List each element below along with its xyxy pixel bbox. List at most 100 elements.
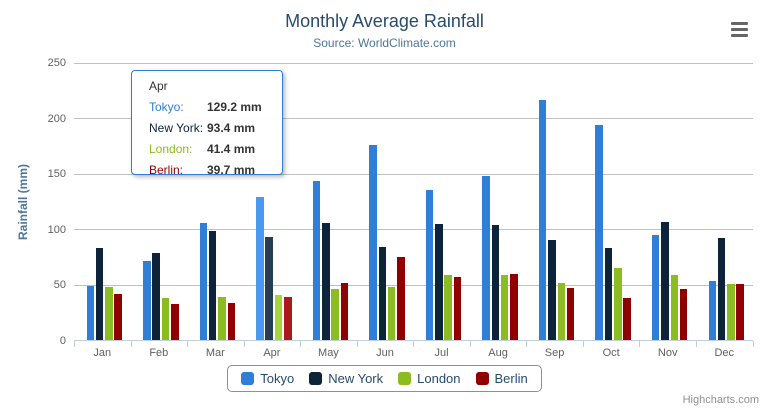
legend-box: Tokyo New York London Berlin	[227, 365, 542, 392]
hamburger-menu-icon	[731, 27, 748, 31]
column-bar-london[interactable]	[557, 282, 565, 341]
x-axis-line	[74, 340, 753, 341]
column-bar-tokyo[interactable]	[708, 280, 717, 341]
column-bar-tokyo[interactable]	[143, 261, 151, 341]
highcharts-credit-link[interactable]: Highcharts.com	[682, 394, 759, 406]
column-bar-tokyo[interactable]	[651, 234, 660, 341]
tooltip-series-label: London:	[149, 142, 193, 156]
context-menu-button[interactable]	[729, 20, 751, 38]
tooltip-series-value: 93.4 mm	[207, 121, 256, 135]
tooltip-series-label: Tokyo:	[149, 100, 184, 114]
column-bar-london[interactable]	[218, 297, 226, 341]
legend-item-label: New York	[328, 371, 384, 386]
column-bar-new-york[interactable]	[95, 248, 104, 341]
x-axis-tick	[582, 341, 584, 347]
legend-swatch-icon	[475, 372, 489, 385]
x-axis-label: Jun	[376, 347, 394, 359]
column-bar-tokyo[interactable]	[595, 125, 603, 341]
column-bar-berlin[interactable]	[397, 257, 405, 341]
gridline	[74, 229, 753, 231]
x-axis-label: Apr	[263, 347, 281, 359]
column-bar-tokyo[interactable]	[199, 222, 208, 341]
legend-item-new-york[interactable]: New York	[309, 371, 383, 386]
column-bar-tokyo[interactable]	[425, 190, 434, 341]
column-bar-london[interactable]	[727, 284, 735, 341]
legend-item-berlin[interactable]: Berlin	[475, 371, 528, 386]
column-bar-new-york[interactable]	[208, 231, 217, 341]
x-axis-label: Mar	[205, 347, 225, 359]
legend-item-label: Tokyo	[260, 371, 295, 386]
column-bar-new-york[interactable]	[322, 223, 330, 341]
legend-swatch-icon	[309, 372, 323, 385]
y-axis-label: 50	[53, 279, 66, 292]
legend: Tokyo New York London Berlin	[0, 365, 769, 392]
column-bar-london[interactable]	[161, 297, 170, 341]
column-bar-london[interactable]	[500, 274, 509, 341]
column-bar-berlin[interactable]	[114, 293, 122, 341]
column-bar-london[interactable]	[444, 275, 452, 341]
column-bar-tokyo[interactable]	[256, 197, 264, 341]
column-bar-london[interactable]	[274, 294, 283, 341]
column-bar-tokyo[interactable]	[312, 180, 321, 341]
column-bar-berlin[interactable]	[736, 284, 744, 341]
legend-swatch-icon	[398, 372, 412, 385]
column-bar-new-york[interactable]	[548, 239, 556, 341]
column-bar-new-york[interactable]	[604, 248, 613, 341]
tooltip-rows: Tokyo: 129.2 mm New York: 93.4 mm London: 41.…	[149, 97, 276, 181]
column-bar-tokyo[interactable]	[482, 175, 490, 341]
legend-item-tokyo[interactable]: Tokyo	[241, 371, 294, 386]
legend-swatch-icon	[241, 372, 255, 385]
x-axis-tick	[526, 341, 528, 347]
x-axis-tick	[130, 341, 132, 347]
legend-item-label: Berlin	[494, 371, 528, 386]
column-bar-berlin[interactable]	[623, 297, 631, 341]
x-axis-tick	[187, 341, 189, 347]
gridline	[74, 284, 753, 286]
chart-subtitle: Source: WorldClimate.com	[313, 36, 456, 50]
x-axis-tick	[300, 341, 302, 347]
tooltip-row: Tokyo: 129.2 mm	[149, 97, 276, 118]
tooltip-row: New York: 93.4 mm	[149, 118, 276, 139]
chart-title: Monthly Average Rainfall	[285, 11, 484, 31]
hamburger-menu-icon	[731, 33, 748, 37]
x-axis-tick	[469, 341, 471, 347]
column-bar-tokyo[interactable]	[538, 100, 547, 341]
tooltip-series-label: Berlin:	[149, 163, 184, 177]
gridline	[74, 118, 753, 120]
column-bar-berlin[interactable]	[340, 282, 349, 341]
legend-item-label: London	[417, 371, 461, 386]
column-bar-berlin[interactable]	[679, 288, 688, 341]
column-bar-london[interactable]	[105, 286, 113, 341]
column-bar-new-york[interactable]	[265, 237, 273, 341]
column-bar-new-york[interactable]	[717, 238, 726, 341]
column-bar-new-york[interactable]	[378, 247, 387, 341]
column-bar-new-york[interactable]	[491, 225, 500, 341]
column-bar-london[interactable]	[670, 275, 679, 341]
y-axis-label: 200	[47, 112, 66, 125]
column-bar-new-york[interactable]	[152, 253, 160, 341]
tooltip-row: Berlin: 39.7 mm	[149, 160, 276, 181]
column-bar-london[interactable]	[387, 287, 396, 341]
column-bar-tokyo[interactable]	[86, 285, 95, 341]
column-bar-berlin[interactable]	[171, 304, 179, 341]
column-bar-berlin[interactable]	[227, 302, 236, 341]
x-axis-label: Dec	[714, 347, 734, 359]
column-bar-tokyo[interactable]	[369, 145, 377, 341]
legend-item-london[interactable]: London	[398, 371, 461, 386]
column-bar-berlin[interactable]	[453, 277, 462, 341]
column-bar-london[interactable]	[614, 268, 622, 341]
gridline	[74, 62, 753, 64]
x-axis-label: Feb	[149, 347, 169, 359]
column-bar-new-york[interactable]	[435, 224, 443, 341]
y-axis-label: 250	[47, 57, 66, 69]
column-bar-berlin[interactable]	[510, 273, 518, 341]
column-bar-berlin[interactable]	[284, 296, 292, 341]
column-bar-new-york[interactable]	[661, 222, 669, 341]
tooltip-series-value: 39.7 mm	[207, 163, 256, 177]
x-axis-tick	[243, 341, 245, 347]
column-bar-london[interactable]	[331, 288, 339, 341]
x-axis-tick	[752, 341, 754, 347]
x-axis-label: Nov	[657, 347, 678, 359]
column-bar-berlin[interactable]	[566, 288, 575, 341]
